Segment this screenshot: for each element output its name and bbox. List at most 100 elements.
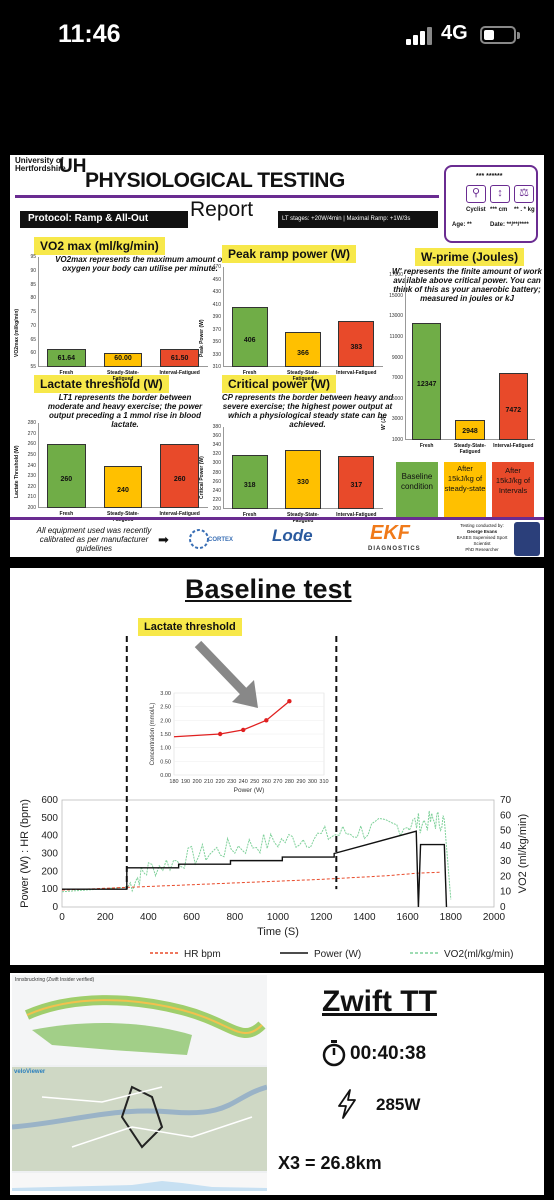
inset-x-tick: 300	[308, 779, 317, 785]
zwift-image[interactable]: Innsbruckring (Zwift Insider verified) v…	[10, 973, 544, 1195]
uh-logo: UH	[59, 156, 87, 177]
lode-logo: Lode	[272, 526, 313, 545]
peakramp-tick: 370	[212, 326, 221, 333]
peakramp-category: Fresh	[242, 370, 257, 376]
wprime-tick: 17000	[389, 272, 403, 278]
critical-bar	[284, 449, 322, 509]
main-x-tick: 0	[59, 912, 65, 923]
peakramp-tick: 390	[212, 314, 221, 320]
vo2max-bar	[47, 348, 86, 367]
lactate-desc: LT1 represents the border between modera…	[47, 393, 203, 429]
wprime-bar	[498, 373, 529, 440]
lactate-category: Fresh	[59, 511, 74, 517]
age-value: Age: **	[452, 222, 472, 228]
inset-y-tick: 3.00	[160, 691, 171, 697]
status-bar: 11:46 4G	[0, 0, 554, 80]
tt-time: 00:40:38	[350, 1043, 427, 1064]
route-map: Innsbruckring (Zwift Insider verified) v…	[12, 975, 267, 1191]
inset-x-tick: 200	[192, 779, 201, 785]
legend-baseline: Baseline condition	[396, 462, 438, 520]
scale-icon: ⚖	[514, 185, 534, 203]
inset-ylabel: Concentration (mmol/L)	[150, 703, 156, 766]
lactate-tick: 200	[27, 505, 36, 511]
university-name: University of Hertfordshire	[15, 156, 66, 173]
lactate-threshold-label: Lactate threshold	[138, 618, 242, 636]
lactate-tick: 280	[27, 420, 36, 426]
lactate-ylabel: Lactate Threshold (W)	[14, 445, 20, 498]
vo2max-tick: 65	[30, 336, 36, 343]
cyclist-label: Cyclist	[466, 207, 486, 213]
main-y2-tick: 20	[500, 871, 512, 882]
main-y-tick: 0	[52, 902, 58, 913]
wprime-bar	[455, 419, 485, 440]
main-y-tick: 400	[41, 831, 58, 842]
stopwatch-icon	[322, 1039, 346, 1067]
inset-x-tick: 190	[181, 779, 190, 785]
report-footer: All equipment used was recently calibrat…	[10, 517, 544, 557]
report-image[interactable]: University of Hertfordshire UH PHYSIOLOGI…	[10, 155, 544, 557]
main-y2-tick: 10	[500, 887, 512, 898]
baseline-image[interactable]: Baseline test Lactate threshold 0 200 400 6…	[10, 568, 544, 965]
vo2max-tick: 90	[30, 267, 36, 274]
main-y-tick: 300	[41, 849, 58, 860]
vo2max-title: VO2 max (ml/kg/min)	[34, 237, 165, 255]
vo2max-bar-label: 61.50	[170, 355, 189, 362]
annotation-arrow	[194, 640, 250, 698]
peakramp-bar	[284, 332, 322, 367]
wprime-bar-label: 12347	[416, 381, 437, 389]
critical-title: Critical power (W)	[222, 375, 337, 393]
legend-label: VO2(ml/kg/min)	[444, 949, 513, 960]
peakramp-bar	[338, 321, 375, 367]
inset-x-tick: 230	[227, 779, 236, 785]
lactate-tick: 260	[27, 441, 36, 448]
researcher-photo	[514, 522, 540, 556]
equipment-note: All equipment used was recently calibrat…	[36, 526, 152, 553]
legend-label: Power (W)	[314, 949, 361, 960]
wprime-tick: 13000	[389, 313, 403, 320]
lactate-bar	[160, 444, 199, 508]
critical-tick: 340	[212, 442, 221, 449]
inset-y-tick: 2.50	[160, 705, 171, 711]
inset-x-tick: 270	[273, 779, 282, 785]
peakramp-category: Steady-State-Fatigued	[287, 370, 319, 382]
peakramp-tick: 430	[212, 289, 221, 295]
peakramp-title: Peak ramp power (W)	[222, 245, 357, 263]
lactate-tick: 220	[27, 483, 36, 490]
inset-x-tick: 290	[296, 779, 305, 785]
wprime-category: Steady-State-Fatigued	[454, 443, 486, 455]
wprime-tick: 1000	[391, 437, 403, 443]
critical-tick: 300	[212, 460, 221, 467]
critical-category: Fresh	[242, 512, 257, 518]
vo2max-bar-label: 61.64	[57, 355, 76, 362]
critical-bar-label: 330	[297, 479, 309, 487]
main-x-tick: 400	[140, 912, 157, 923]
wprime-category: Interval-Fatigued	[493, 443, 534, 449]
elevation-profile	[12, 1173, 267, 1191]
peakramp-tick: 330	[212, 351, 221, 358]
ekf-logo: EKF	[370, 522, 410, 544]
wprime-bar-label: 2948	[462, 428, 478, 435]
wprime-category: Fresh	[419, 443, 434, 449]
lt-stages-label: LT stages: +20W/4min | Maximal Ramp: +1W…	[278, 211, 438, 228]
main-y2-tick: 60	[500, 810, 512, 821]
vo2max-tick: 80	[30, 295, 36, 302]
peakramp-bar	[231, 307, 268, 367]
vo2max-bar	[160, 349, 199, 367]
power-series	[62, 830, 448, 908]
wprime-desc: W' represents the finite amount of work …	[392, 267, 542, 303]
inset-x-tick: 280	[285, 779, 294, 785]
main-y2label: VO2 (ml/kg/min)	[517, 814, 529, 893]
critical-desc: CP represents the border between heavy a…	[221, 393, 394, 429]
vo2max-category: Steady-State-Fatigued	[107, 370, 139, 382]
main-y-tick: 100	[41, 884, 58, 895]
peakramp-ylabel: Peak Power (W)	[199, 319, 205, 357]
main-ylabel: Power (W) : HR (bpm)	[19, 799, 31, 908]
critical-category: Interval-Fatigued	[336, 512, 377, 518]
main-y2-tick: 0	[500, 902, 506, 913]
wprime-tick: 15000	[389, 292, 403, 299]
main-x-tick: 1200	[310, 912, 333, 923]
critical-tick: 200	[212, 506, 221, 512]
vo2max-tick: 60	[30, 350, 36, 357]
vo2max-tick: 85	[30, 281, 36, 288]
